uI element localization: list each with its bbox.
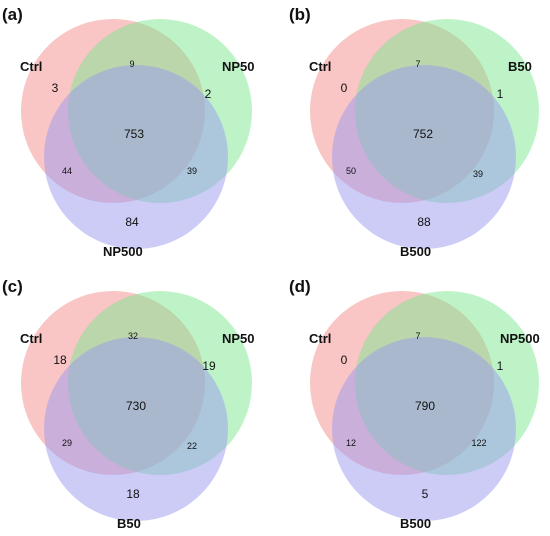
count-ac: 12 (346, 438, 356, 448)
count-ac: 29 (62, 438, 72, 448)
set-label-b: NP50 (222, 331, 255, 346)
set-label-c: B50 (117, 516, 141, 531)
count-a-only: 0 (341, 81, 348, 95)
count-a-only: 3 (52, 81, 59, 95)
venn-panel-b: (b) Ctrl B50 B500 0 1 88 7 50 39 752 (289, 5, 539, 259)
count-c-only: 84 (125, 215, 139, 229)
count-bc: 22 (187, 441, 197, 451)
count-ab: 32 (128, 331, 138, 341)
count-c-only: 18 (126, 487, 140, 501)
count-bc: 39 (187, 166, 197, 176)
set-circle-c (44, 65, 228, 249)
set-circle-c (332, 65, 516, 249)
count-ab: 7 (415, 59, 420, 69)
count-bc: 39 (473, 169, 483, 179)
count-ab: 9 (129, 59, 134, 69)
panel-label: (c) (2, 277, 23, 296)
panel-label: (d) (289, 277, 311, 296)
venn-panel-a: (a) Ctrl NP50 NP500 3 2 84 9 44 39 753 (2, 5, 255, 259)
panel-label: (b) (289, 5, 311, 24)
set-label-b: B50 (508, 59, 532, 74)
count-c-only: 5 (422, 487, 429, 501)
set-label-c: B500 (400, 244, 431, 259)
count-c-only: 88 (417, 215, 431, 229)
set-label-b: NP50 (222, 59, 255, 74)
count-abc: 730 (126, 399, 146, 413)
set-label-b: NP500 (500, 331, 540, 346)
count-ac: 50 (346, 166, 356, 176)
set-label-c: B500 (400, 516, 431, 531)
count-a-only: 18 (53, 353, 67, 367)
set-label-a: Ctrl (309, 331, 331, 346)
count-abc: 790 (415, 399, 435, 413)
count-b-only: 1 (497, 87, 504, 101)
count-b-only: 2 (205, 87, 212, 101)
set-label-a: Ctrl (20, 331, 42, 346)
count-b-only: 1 (497, 359, 504, 373)
count-ac: 44 (62, 166, 72, 176)
count-b-only: 19 (202, 359, 216, 373)
set-label-a: Ctrl (309, 59, 331, 74)
venn-panel-c: (c) Ctrl NP50 B50 18 19 18 32 29 22 730 (2, 277, 255, 531)
set-circle-c (44, 337, 228, 521)
set-circle-c (332, 337, 516, 521)
count-ab: 7 (415, 331, 420, 341)
panel-label: (a) (2, 5, 23, 24)
set-label-a: Ctrl (20, 59, 42, 74)
count-abc: 752 (413, 127, 433, 141)
count-bc: 122 (471, 438, 486, 448)
count-a-only: 0 (341, 353, 348, 367)
venn-panel-d: (d) Ctrl NP500 B500 0 1 5 7 12 122 790 (289, 277, 540, 531)
set-label-c: NP500 (103, 244, 143, 259)
count-abc: 753 (124, 127, 144, 141)
